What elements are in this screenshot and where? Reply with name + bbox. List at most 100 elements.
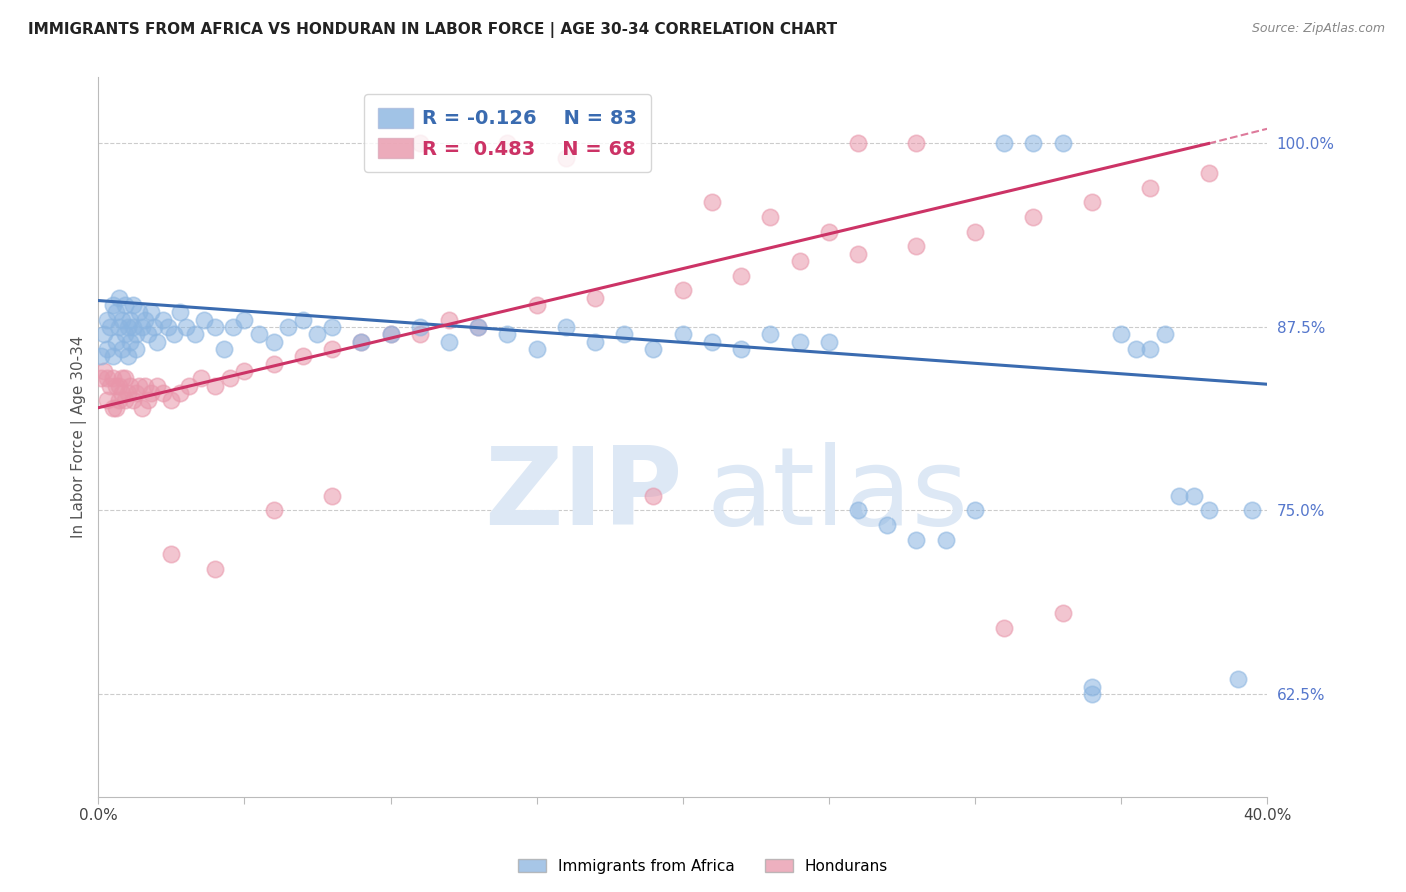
- Point: [380, 327, 402, 342]
- Point: [233, 312, 256, 326]
- Text: atlas: atlas: [706, 442, 969, 548]
- Point: [107, 291, 129, 305]
- Point: [131, 320, 153, 334]
- Point: [96, 371, 118, 385]
- Point: [212, 342, 235, 356]
- Point: [496, 327, 519, 342]
- Point: [1198, 503, 1220, 517]
- Point: [277, 320, 299, 334]
- Point: [321, 342, 343, 356]
- Point: [1109, 327, 1132, 342]
- Point: [169, 386, 191, 401]
- Point: [1139, 180, 1161, 194]
- Point: [98, 320, 121, 334]
- Point: [204, 320, 226, 334]
- Point: [101, 298, 124, 312]
- Point: [1168, 489, 1191, 503]
- Point: [122, 298, 145, 312]
- Point: [101, 371, 124, 385]
- Point: [114, 327, 136, 342]
- Point: [1022, 210, 1045, 224]
- Point: [128, 378, 150, 392]
- Point: [111, 312, 134, 326]
- Point: [139, 305, 162, 319]
- Point: [190, 371, 212, 385]
- Legend: R = -0.126    N = 83, R =  0.483    N = 68: R = -0.126 N = 83, R = 0.483 N = 68: [364, 95, 651, 172]
- Point: [152, 312, 174, 326]
- Point: [193, 312, 215, 326]
- Point: [905, 136, 928, 151]
- Y-axis label: In Labor Force | Age 30-34: In Labor Force | Age 30-34: [72, 335, 87, 538]
- Point: [125, 386, 148, 401]
- Point: [1052, 136, 1074, 151]
- Point: [152, 386, 174, 401]
- Point: [437, 312, 460, 326]
- Point: [134, 378, 156, 392]
- Point: [963, 503, 986, 517]
- Point: [1022, 136, 1045, 151]
- Point: [101, 349, 124, 363]
- Point: [122, 393, 145, 408]
- Point: [350, 334, 373, 349]
- Point: [730, 342, 752, 356]
- Point: [107, 378, 129, 392]
- Point: [1139, 342, 1161, 356]
- Point: [263, 334, 285, 349]
- Point: [146, 334, 169, 349]
- Point: [321, 489, 343, 503]
- Point: [409, 320, 432, 334]
- Point: [409, 136, 432, 151]
- Point: [111, 386, 134, 401]
- Point: [1125, 342, 1147, 356]
- Point: [583, 291, 606, 305]
- Point: [96, 312, 118, 326]
- Point: [117, 320, 139, 334]
- Point: [117, 386, 139, 401]
- Point: [1080, 680, 1102, 694]
- Point: [993, 136, 1015, 151]
- Point: [700, 195, 723, 210]
- Point: [139, 386, 162, 401]
- Point: [93, 327, 115, 342]
- Point: [876, 518, 898, 533]
- Point: [730, 268, 752, 283]
- Point: [90, 349, 112, 363]
- Point: [204, 378, 226, 392]
- Point: [846, 246, 869, 260]
- Point: [583, 334, 606, 349]
- Point: [96, 342, 118, 356]
- Point: [846, 136, 869, 151]
- Point: [1052, 606, 1074, 620]
- Point: [114, 393, 136, 408]
- Point: [169, 305, 191, 319]
- Point: [107, 320, 129, 334]
- Point: [111, 342, 134, 356]
- Point: [643, 489, 665, 503]
- Point: [1241, 503, 1264, 517]
- Point: [526, 342, 548, 356]
- Point: [1080, 195, 1102, 210]
- Point: [101, 401, 124, 415]
- Point: [93, 364, 115, 378]
- Point: [291, 312, 314, 326]
- Point: [672, 283, 695, 297]
- Point: [993, 621, 1015, 635]
- Point: [643, 342, 665, 356]
- Point: [905, 239, 928, 253]
- Point: [263, 503, 285, 517]
- Point: [935, 533, 957, 547]
- Point: [846, 503, 869, 517]
- Point: [554, 151, 576, 165]
- Point: [307, 327, 329, 342]
- Point: [125, 342, 148, 356]
- Point: [104, 334, 127, 349]
- Point: [104, 378, 127, 392]
- Text: IMMIGRANTS FROM AFRICA VS HONDURAN IN LABOR FORCE | AGE 30-34 CORRELATION CHART: IMMIGRANTS FROM AFRICA VS HONDURAN IN LA…: [28, 22, 837, 38]
- Point: [380, 327, 402, 342]
- Point: [120, 312, 142, 326]
- Point: [789, 254, 811, 268]
- Point: [409, 327, 432, 342]
- Point: [114, 298, 136, 312]
- Point: [160, 393, 183, 408]
- Point: [120, 334, 142, 349]
